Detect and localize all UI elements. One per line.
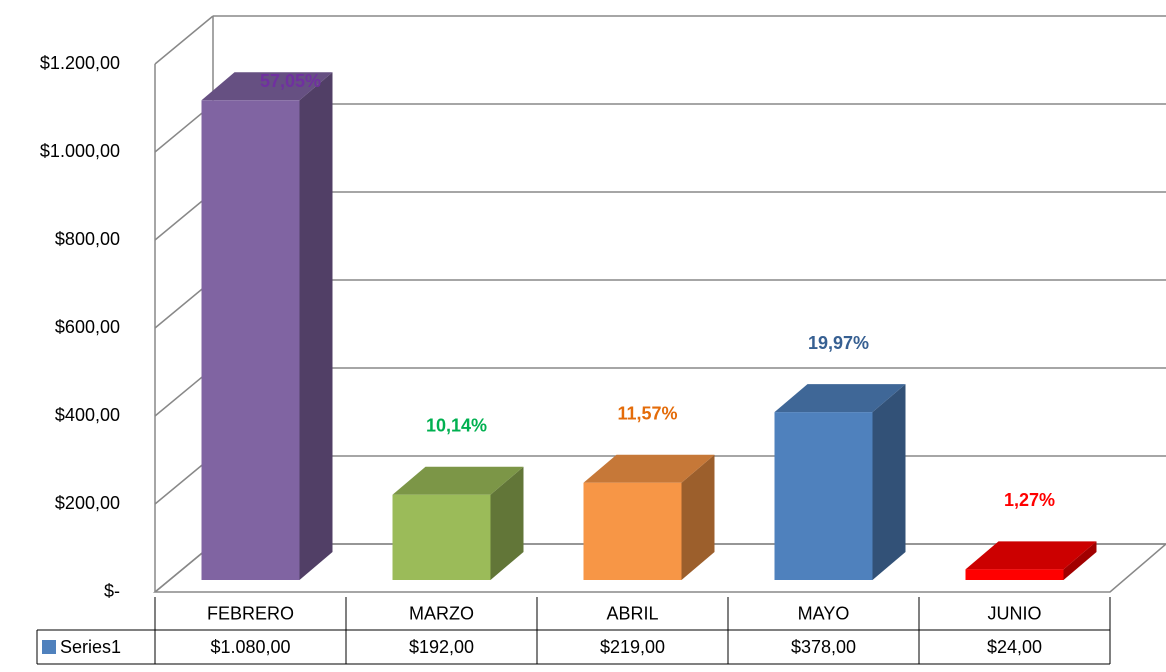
bar-side xyxy=(872,384,906,580)
percent-label: 11,57% xyxy=(617,403,677,423)
bar xyxy=(392,494,491,580)
y-tick-label: $1.000,00 xyxy=(40,141,120,161)
percent-label: 10,14% xyxy=(426,415,487,435)
x-tick-label: FEBRERO xyxy=(207,603,294,623)
bar-side xyxy=(681,454,715,580)
bar-side xyxy=(490,466,524,580)
bar-top xyxy=(201,72,333,101)
legend-swatch xyxy=(42,640,56,654)
grid-line xyxy=(154,15,214,65)
table-grid xyxy=(36,597,1111,665)
bar-top xyxy=(965,541,1097,570)
bar xyxy=(583,482,682,580)
bar-side xyxy=(299,72,333,581)
table-value: $1.080,00 xyxy=(210,637,290,657)
bar-top xyxy=(583,454,715,483)
y-tick-label: $600,00 xyxy=(55,317,120,337)
y-tick-label: $800,00 xyxy=(55,229,120,249)
x-tick-label: MARZO xyxy=(409,603,474,623)
bar-side xyxy=(1063,541,1097,580)
bar xyxy=(201,100,300,581)
y-tick-label: $1.200,00 xyxy=(40,53,120,73)
x-tick-label: JUNIO xyxy=(988,603,1042,623)
bar-top xyxy=(392,466,524,495)
y-tick-label: $- xyxy=(104,581,120,601)
percent-label: 19,97% xyxy=(808,333,869,353)
legend-label: Series1 xyxy=(60,637,121,657)
x-tick-label: ABRIL xyxy=(606,603,658,623)
percent-label: 1,27% xyxy=(1004,490,1055,510)
y-tick-label: $200,00 xyxy=(55,493,120,513)
x-tick-label: MAYO xyxy=(798,603,850,623)
table-value: $378,00 xyxy=(791,637,856,657)
table-value: $219,00 xyxy=(600,637,665,657)
percent-label: 57,05% xyxy=(260,71,321,91)
bar xyxy=(774,412,873,580)
table-value: $24,00 xyxy=(987,637,1042,657)
bar xyxy=(965,569,1064,580)
table-value: $192,00 xyxy=(409,637,474,657)
bar-top xyxy=(774,384,906,413)
y-tick-label: $400,00 xyxy=(55,405,120,425)
